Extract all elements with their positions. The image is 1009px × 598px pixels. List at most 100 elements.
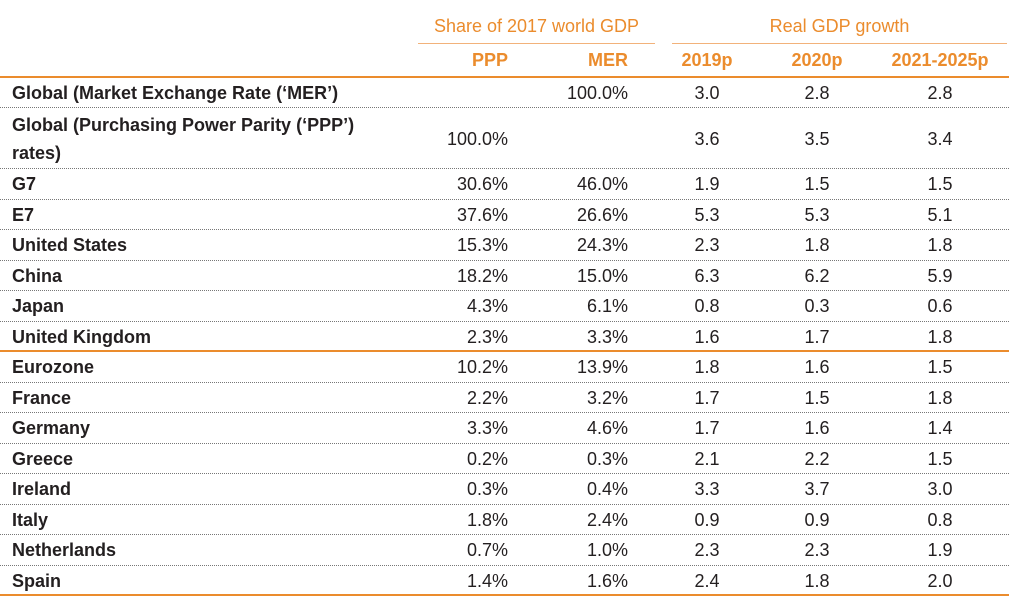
table-row: E7 37.6% 26.6% 5.3 5.3 5.1 bbox=[0, 200, 1009, 230]
table-cell: 1.8 bbox=[804, 235, 830, 256]
row-label: Global (Market Exchange Rate (‘MER’) bbox=[12, 83, 339, 103]
table-cell: 1.6% bbox=[586, 570, 628, 591]
table-cell: 0.3% bbox=[466, 479, 508, 500]
table-cell: 2.3 bbox=[694, 540, 720, 561]
table-cell: 1.7 bbox=[694, 387, 720, 408]
table-cell: 1.9 bbox=[694, 174, 720, 195]
row-label: Greece bbox=[12, 448, 74, 469]
table-cell: 5.3 bbox=[694, 204, 720, 225]
table-cell: 3.6 bbox=[694, 128, 720, 149]
table-cell: 1.8 bbox=[927, 235, 953, 256]
table-cell: 2.1 bbox=[694, 448, 720, 469]
table-cell: 2.2 bbox=[804, 448, 830, 469]
column-header: 2021-2025p bbox=[891, 50, 989, 70]
table-row: Spain 1.4% 1.6% 2.4 1.8 2.0 bbox=[0, 566, 1009, 596]
table-cell: 3.4 bbox=[927, 128, 953, 149]
table-cell: 1.4 bbox=[927, 418, 953, 439]
table-cell: 15.3% bbox=[456, 235, 508, 256]
table-cell: 3.2% bbox=[586, 387, 628, 408]
table-row: Italy 1.8% 2.4% 0.9 0.9 0.8 bbox=[0, 505, 1009, 535]
row-label: Eurozone bbox=[12, 357, 95, 378]
table-cell: 1.8 bbox=[927, 326, 953, 347]
table-cell: 5.9 bbox=[927, 265, 953, 286]
table-cell: 1.6 bbox=[804, 357, 830, 378]
table-row: France 2.2% 3.2% 1.7 1.5 1.8 bbox=[0, 383, 1009, 413]
table-cell: 13.9% bbox=[576, 357, 628, 378]
table-cell: 0.2% bbox=[466, 448, 508, 469]
table-cell: 1.8 bbox=[927, 387, 953, 408]
column-header: MER bbox=[588, 50, 628, 70]
table-cell: 0.8 bbox=[927, 509, 953, 530]
table-cell: 1.4% bbox=[466, 570, 508, 591]
table-row: Ireland 0.3% 0.4% 3.3 3.7 3.0 bbox=[0, 474, 1009, 505]
table-cell: 1.0% bbox=[586, 540, 628, 561]
table-cell: 1.8 bbox=[694, 357, 720, 378]
table-cell: 2.2% bbox=[466, 387, 508, 408]
table-cell: 6.3 bbox=[694, 265, 720, 286]
table-row: G7 30.6% 46.0% 1.9 1.5 1.5 bbox=[0, 169, 1009, 200]
table-cell: 6.1% bbox=[586, 296, 628, 317]
table-cell: 2.3 bbox=[694, 235, 720, 256]
table-cell: 18.2% bbox=[456, 265, 508, 286]
table-cell: 1.5 bbox=[927, 357, 953, 378]
table-cell: 2.4% bbox=[586, 509, 628, 530]
table-cell: 2.4 bbox=[694, 570, 720, 591]
column-header: 2020p bbox=[791, 50, 843, 70]
table-cell: 1.5 bbox=[927, 448, 953, 469]
table-row: China 18.2% 15.0% 6.3 6.2 5.9 bbox=[0, 261, 1009, 291]
table-row: Eurozone 10.2% 13.9% 1.8 1.6 1.5 bbox=[0, 352, 1009, 383]
table-row: United States 15.3% 24.3% 2.3 1.8 1.8 bbox=[0, 230, 1009, 261]
row-label: Spain bbox=[12, 570, 62, 591]
row-label: Italy bbox=[12, 509, 49, 530]
table-row: Netherlands 0.7% 1.0% 2.3 2.3 1.9 bbox=[0, 535, 1009, 566]
column-group: Share of 2017 world GDP bbox=[418, 16, 655, 44]
table-cell: 4.3% bbox=[466, 296, 508, 317]
table-cell: 3.3% bbox=[466, 418, 508, 439]
table-cell: 1.5 bbox=[804, 387, 830, 408]
table-row: Global (Purchasing Power Parity (‘PPP’) … bbox=[0, 108, 1009, 169]
table-cell: 15.0% bbox=[576, 265, 628, 286]
table-cell: 1.9 bbox=[927, 540, 953, 561]
table-cell: 2.8 bbox=[927, 83, 953, 103]
table-cell: 0.6 bbox=[927, 296, 953, 317]
table-cell: 3.5 bbox=[804, 128, 830, 149]
table-cell: 24.3% bbox=[576, 235, 628, 256]
table-cell: 2.3 bbox=[804, 540, 830, 561]
table-cell: 3.7 bbox=[804, 479, 830, 500]
table-cell: 2.0 bbox=[927, 570, 953, 591]
table-cell: 6.2 bbox=[804, 265, 830, 286]
table-cell: 46.0% bbox=[576, 174, 628, 195]
table-cell: 0.9 bbox=[804, 509, 830, 530]
table-cell: 1.8% bbox=[466, 509, 508, 530]
table-row: United Kingdom 2.3% 3.3% 1.6 1.7 1.8 bbox=[0, 322, 1009, 352]
column-group: Real GDP growth bbox=[672, 16, 1007, 44]
table-cell: 4.6% bbox=[586, 418, 628, 439]
table-cell: 1.7 bbox=[804, 326, 830, 347]
table-cell: 0.7% bbox=[466, 540, 508, 561]
table-row: Global (Market Exchange Rate (‘MER’) 100.… bbox=[0, 78, 1009, 108]
row-label: Netherlands bbox=[12, 540, 117, 561]
table-cell: 1.5 bbox=[804, 174, 830, 195]
table-cell: 1.8 bbox=[804, 570, 830, 591]
row-label: Japan bbox=[12, 296, 65, 317]
table-cell: 0.9 bbox=[694, 509, 720, 530]
table-cell: 30.6% bbox=[456, 174, 508, 195]
row-label: Germany bbox=[12, 418, 91, 439]
table-cell: 26.6% bbox=[576, 204, 628, 225]
row-label: E7 bbox=[12, 204, 35, 225]
row-label: Ireland bbox=[12, 479, 72, 500]
row-label: G7 bbox=[12, 174, 37, 195]
table-cell: 5.3 bbox=[804, 204, 830, 225]
table-cell: 1.6 bbox=[694, 326, 720, 347]
table-cell: 0.8 bbox=[694, 296, 720, 317]
table-row: Greece 0.2% 0.3% 2.1 2.2 1.5 bbox=[0, 444, 1009, 474]
table-cell: 3.0 bbox=[694, 83, 720, 103]
row-label: United Kingdom bbox=[12, 326, 151, 347]
table-cell: 0.4% bbox=[586, 479, 628, 500]
table-cell: 2.8 bbox=[804, 83, 830, 103]
table-cell: 10.2% bbox=[456, 357, 508, 378]
table-cell: 37.6% bbox=[456, 204, 508, 225]
table-cell: 3.3% bbox=[586, 326, 628, 347]
table-row: Japan 4.3% 6.1% 0.8 0.3 0.6 bbox=[0, 291, 1009, 322]
